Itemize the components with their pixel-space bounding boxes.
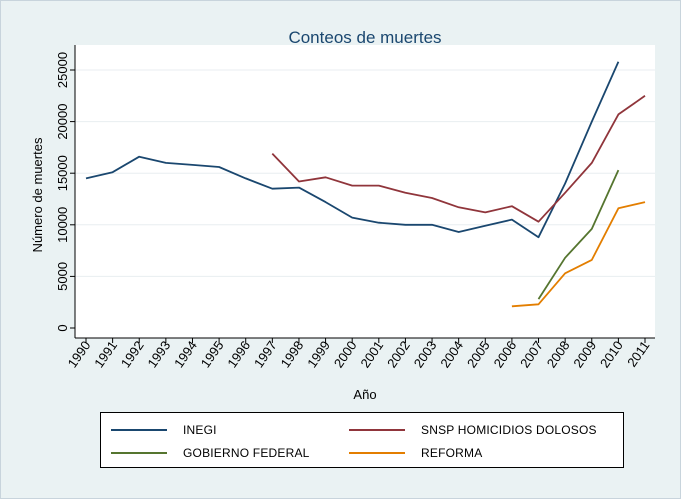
- x-tick-label: 1990: [65, 338, 94, 370]
- x-tick-label: 2006: [490, 338, 519, 370]
- x-tick-label: 1998: [278, 338, 307, 370]
- y-tick-label: 15000: [55, 155, 70, 191]
- series-line-snsp-homicidios-dolosos: [271, 95, 646, 223]
- legend-label: SNSP HOMICIDIOS DOLOSOS: [421, 423, 597, 437]
- plot-area: [75, 45, 655, 338]
- x-tick-label: 1995: [198, 338, 227, 370]
- x-tick-label: 1999: [304, 338, 333, 370]
- x-tick-label: 2008: [544, 338, 573, 370]
- series-line-inegi: [85, 61, 620, 239]
- x-tick-label: 1992: [118, 338, 147, 370]
- x-tick-label: 1993: [144, 338, 173, 370]
- legend-label: INEGI: [183, 423, 217, 437]
- legend-swatch: [111, 429, 167, 431]
- y-tick-label: 0: [55, 324, 70, 331]
- legend-item-reforma: REFORMA: [349, 445, 482, 461]
- legend-item-snsp: SNSP HOMICIDIOS DOLOSOS: [349, 422, 597, 438]
- x-tick-label: 2005: [464, 338, 493, 370]
- legend: INEGI SNSP HOMICIDIOS DOLOSOS GOBIERNO F…: [100, 412, 624, 468]
- legend-item-gobierno-federal: GOBIERNO FEDERAL: [111, 445, 310, 461]
- legend-item-inegi: INEGI: [111, 422, 217, 438]
- x-axis-label: Año: [353, 387, 376, 402]
- x-tick-label: 1994: [171, 338, 200, 370]
- x-tick-label: 1996: [224, 338, 253, 370]
- legend-label: GOBIERNO FEDERAL: [183, 446, 310, 460]
- x-tick-label: 1997: [251, 338, 280, 370]
- legend-swatch: [111, 452, 167, 454]
- series-lines: [85, 61, 646, 308]
- axes: 0500010000150002000025000199019911992199…: [55, 45, 655, 370]
- x-tick-label: 2011: [624, 338, 652, 370]
- y-tick-label: 20000: [55, 104, 70, 140]
- x-tick-label: 2002: [384, 338, 413, 370]
- y-axis-label: Número de muertes: [30, 137, 45, 252]
- y-tick-label: 5000: [55, 262, 70, 291]
- series-line-gobierno-federal: [537, 169, 620, 300]
- legend-label: REFORMA: [421, 446, 483, 460]
- grid: [75, 69, 655, 277]
- chart-title: Conteos de muertes: [288, 28, 441, 47]
- y-tick-label: 25000: [55, 52, 70, 88]
- x-tick-label: 1991: [91, 338, 120, 370]
- x-tick-label: 2001: [357, 338, 386, 370]
- x-tick-label: 2010: [597, 338, 626, 370]
- legend-swatch: [349, 429, 405, 431]
- x-tick-label: 2003: [411, 338, 440, 370]
- x-tick-label: 2007: [517, 338, 546, 370]
- y-tick-label: 10000: [55, 207, 70, 243]
- x-tick-label: 2000: [331, 338, 360, 370]
- legend-swatch: [349, 452, 405, 454]
- series-line-reforma: [511, 201, 646, 308]
- x-tick-label: 2009: [570, 338, 599, 370]
- x-tick-label: 2004: [437, 338, 466, 370]
